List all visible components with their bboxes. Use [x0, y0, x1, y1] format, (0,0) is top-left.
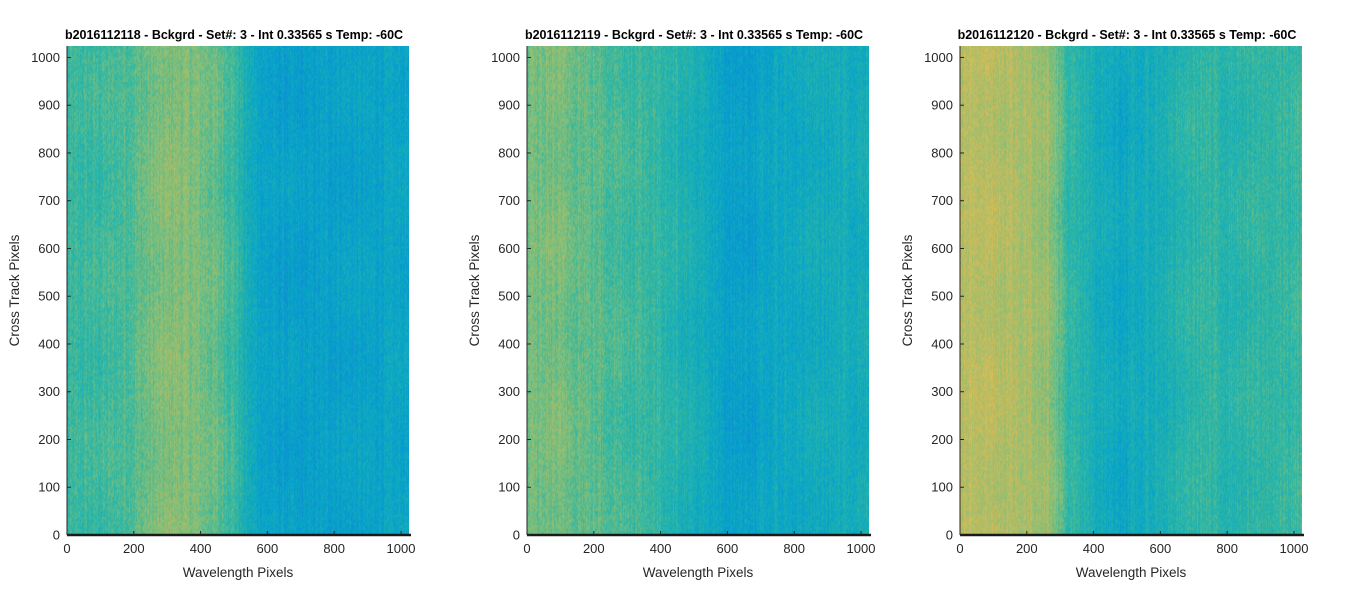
x-tick-label: 600 — [717, 541, 739, 556]
x-tick-label: 400 — [190, 541, 212, 556]
y-tick-label: 400 — [38, 336, 60, 351]
x-tick-label: 0 — [63, 541, 70, 556]
y-tick-label: 100 — [498, 480, 520, 495]
chart-title: b2016112120 - Bckgrd - Set#: 3 - Int 0.3… — [958, 28, 1297, 42]
x-tick-label: 1000 — [1280, 541, 1309, 556]
heatmap-image — [67, 46, 409, 535]
y-tick-label: 900 — [38, 98, 60, 113]
x-axis-label: Wavelength Pixels — [1076, 565, 1187, 580]
x-axis-label: Wavelength Pixels — [183, 565, 294, 580]
x-tick-label: 0 — [523, 541, 530, 556]
y-tick-label: 600 — [38, 241, 60, 256]
chart-title: b2016112119 - Bckgrd - Set#: 3 - Int 0.3… — [525, 28, 863, 42]
y-tick-label: 800 — [38, 145, 60, 160]
y-tick-label: 200 — [498, 432, 520, 447]
y-tick-label: 900 — [931, 98, 953, 113]
x-tick-label: 800 — [783, 541, 805, 556]
y-tick-label: 600 — [498, 241, 520, 256]
x-tick-label: 0 — [956, 541, 963, 556]
y-tick-label: 500 — [931, 289, 953, 304]
y-tick-label: 200 — [38, 432, 60, 447]
y-tick-label: 100 — [931, 480, 953, 495]
y-tick-label: 0 — [946, 528, 953, 543]
x-tick-label: 200 — [1016, 541, 1038, 556]
y-tick-label: 300 — [931, 384, 953, 399]
x-tick-label: 800 — [323, 541, 345, 556]
y-tick-label: 200 — [931, 432, 953, 447]
x-tick-label: 200 — [583, 541, 605, 556]
y-tick-label: 0 — [53, 528, 60, 543]
y-tick-label: 600 — [931, 241, 953, 256]
x-tick-label: 1000 — [847, 541, 876, 556]
x-tick-label: 200 — [123, 541, 145, 556]
x-tick-label: 600 — [1150, 541, 1172, 556]
y-tick-label: 500 — [498, 289, 520, 304]
y-axis-label: Cross Track Pixels — [900, 234, 915, 346]
x-tick-label: 400 — [1083, 541, 1105, 556]
heatmap-image — [527, 46, 869, 535]
y-tick-label: 300 — [498, 384, 520, 399]
heatmap-chart-1: b2016112118 - Bckgrd - Set#: 3 - Int 0.3… — [7, 28, 416, 580]
heatmap-panel-2: b2016112119 - Bckgrd - Set#: 3 - Int 0.3… — [460, 0, 890, 600]
y-tick-label: 800 — [931, 145, 953, 160]
y-tick-label: 0 — [513, 528, 520, 543]
y-axis-label: Cross Track Pixels — [7, 234, 22, 346]
y-tick-label: 1000 — [924, 50, 953, 65]
heatmap-chart-2: b2016112119 - Bckgrd - Set#: 3 - Int 0.3… — [467, 28, 876, 580]
x-axis-label: Wavelength Pixels — [643, 565, 754, 580]
y-tick-label: 700 — [38, 193, 60, 208]
y-tick-label: 1000 — [491, 50, 520, 65]
y-tick-label: 400 — [931, 336, 953, 351]
y-tick-label: 800 — [498, 145, 520, 160]
y-tick-label: 500 — [38, 289, 60, 304]
y-tick-label: 300 — [38, 384, 60, 399]
x-tick-label: 400 — [650, 541, 672, 556]
y-tick-label: 100 — [38, 480, 60, 495]
chart-title: b2016112118 - Bckgrd - Set#: 3 - Int 0.3… — [65, 28, 403, 42]
y-tick-label: 700 — [931, 193, 953, 208]
y-tick-label: 400 — [498, 336, 520, 351]
y-axis-label: Cross Track Pixels — [467, 234, 482, 346]
heatmap-image — [960, 46, 1302, 535]
heatmap-chart-3: b2016112120 - Bckgrd - Set#: 3 - Int 0.3… — [900, 28, 1309, 580]
x-tick-label: 1000 — [387, 541, 416, 556]
heatmap-panel-1: b2016112118 - Bckgrd - Set#: 3 - Int 0.3… — [0, 0, 450, 600]
heatmap-panel-3: b2016112120 - Bckgrd - Set#: 3 - Int 0.3… — [893, 0, 1350, 600]
x-tick-label: 600 — [257, 541, 279, 556]
y-tick-label: 900 — [498, 98, 520, 113]
x-tick-label: 800 — [1216, 541, 1238, 556]
y-tick-label: 700 — [498, 193, 520, 208]
y-tick-label: 1000 — [31, 50, 60, 65]
